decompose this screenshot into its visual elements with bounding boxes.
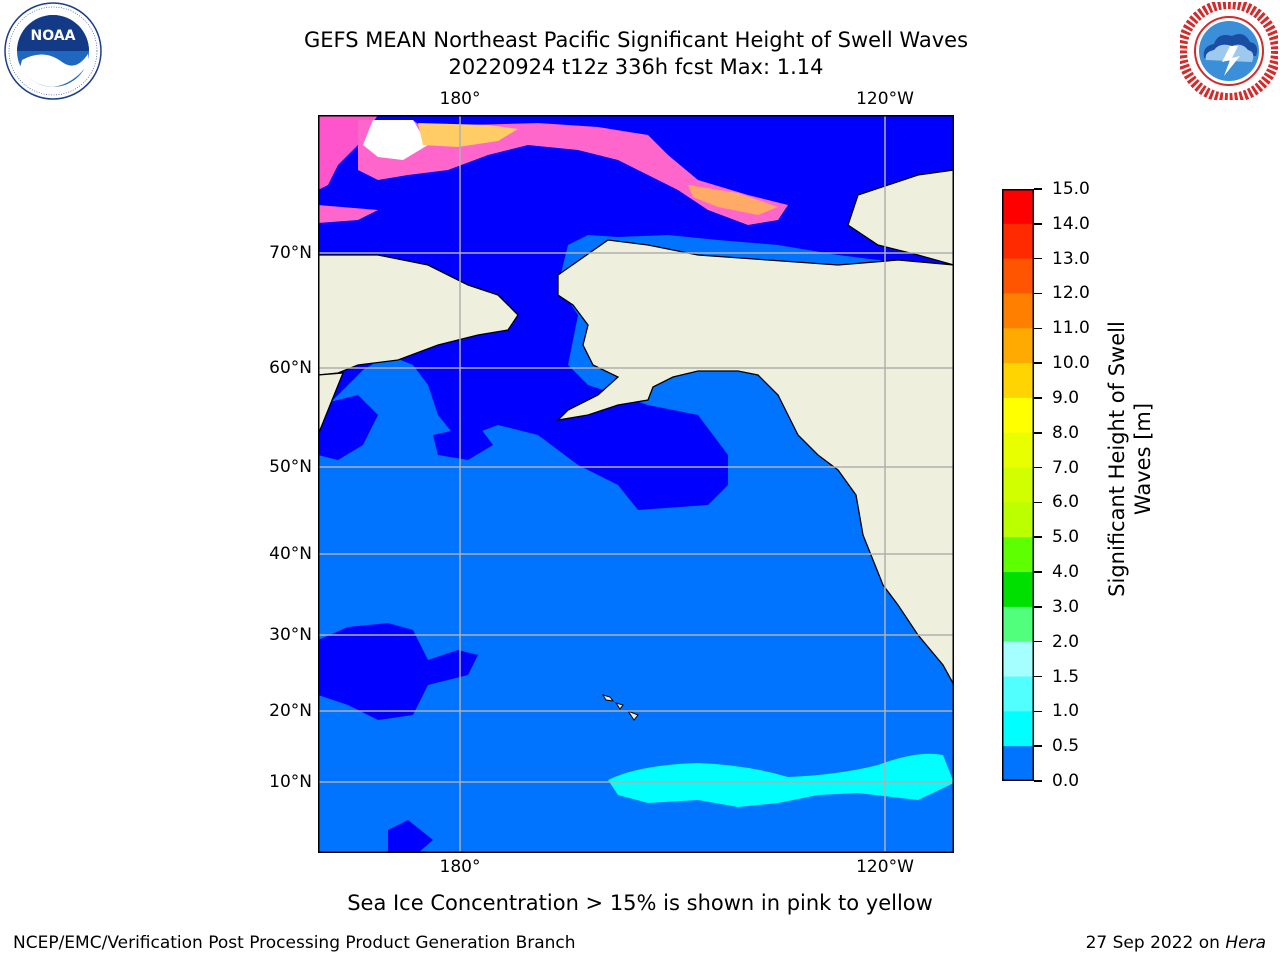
- colorbar-segment: [1002, 293, 1034, 329]
- colorbar-segment: [1002, 572, 1034, 608]
- colorbar-tick-mark: [1034, 536, 1042, 538]
- land-kamchatka: [318, 372, 344, 436]
- colorbar-segment: [1002, 676, 1034, 712]
- colorbar-tick-label: 12.0: [1052, 283, 1090, 304]
- colorbar-tick-label: 11.0: [1052, 318, 1090, 339]
- colorbar-tick-label: 1.5: [1052, 666, 1080, 687]
- chart-subtitle: 20220924 t12z 336h fcst Max: 1.14: [448, 55, 824, 79]
- graticule: [318, 115, 954, 853]
- lat-tick-30n: 30°N: [269, 625, 312, 645]
- ocean-high-tropical: [608, 753, 954, 807]
- colorbar-tick-label: 15.0: [1052, 179, 1090, 199]
- chart-title: GEFS MEAN Northeast Pacific Significant …: [303, 28, 969, 52]
- footer-machine: Hera: [1225, 933, 1266, 953]
- colorbar-segment: [1002, 432, 1034, 469]
- colorbar-segment: [1002, 328, 1034, 364]
- colorbar-tick-label: 8.0: [1052, 422, 1080, 443]
- lon-tick-bottom-180: 180°: [439, 857, 481, 877]
- sea-ice-core: [363, 120, 428, 160]
- footer-date: 27 Sep 2022 on Hera: [1086, 933, 1266, 953]
- colorbar-segment: [1002, 502, 1034, 538]
- colorbar-tick-label: 0.5: [1052, 736, 1080, 757]
- land-siberia: [318, 254, 519, 376]
- colorbar-segment: [1002, 258, 1034, 294]
- lon-tick-bottom-120w: 120°W: [856, 857, 914, 877]
- colorbar-tick-mark: [1034, 292, 1042, 295]
- lon-tick-top-120w: 120°W: [856, 89, 914, 109]
- lat-tick-10n: 10°N: [269, 772, 312, 792]
- lat-tick-50n: 50°N: [269, 457, 312, 477]
- colorbar-tick-mark: [1034, 188, 1042, 190]
- colorbar-tick-label: 5.0: [1052, 527, 1080, 548]
- colorbar-tick-mark: [1034, 710, 1042, 713]
- colorbar-tick-label: 10.0: [1052, 353, 1090, 374]
- colorbar-tick-mark: [1034, 606, 1042, 608]
- colorbar-segment: [1002, 363, 1034, 399]
- sea-ice-caption: Sea Ice Concentration > 15% is shown in …: [347, 891, 933, 915]
- colorbar-segment: [1002, 189, 1034, 225]
- colorbar-tick-label: 0.0: [1052, 771, 1080, 791]
- colorbar-label-line1: Significant Height of Swell: [1105, 321, 1129, 597]
- colorbar-tick-mark: [1034, 223, 1042, 225]
- colorbar-segment: [1002, 223, 1034, 260]
- ocean-low-subtropical: [318, 623, 478, 720]
- noaa-logo-text: NOAA: [31, 28, 76, 44]
- colorbar-tick-mark: [1034, 501, 1042, 504]
- land-hawaii: [601, 694, 639, 721]
- colorbar-segment: [1002, 641, 1034, 678]
- colorbar-tick-label: 7.0: [1052, 457, 1080, 478]
- lon-tick-top-180: 180°: [439, 89, 481, 109]
- colorbar-tick-mark: [1034, 362, 1042, 364]
- lat-tick-40n: 40°N: [269, 544, 312, 564]
- colorbar-tick-label: 4.0: [1052, 562, 1080, 583]
- colorbar-label: Significant Height of Swell Waves [m]: [1104, 299, 1156, 619]
- colorbar-tick-mark: [1034, 640, 1042, 643]
- colorbar-tick-label: 6.0: [1052, 492, 1080, 513]
- colorbar-label-line2: Waves [m]: [1131, 402, 1155, 516]
- colorbar-tick-label: 1.0: [1052, 701, 1080, 722]
- lat-tick-20n: 20°N: [269, 701, 312, 721]
- colorbar-segment: [1002, 537, 1034, 573]
- colorbar-tick-label: 9.0: [1052, 387, 1080, 408]
- land-canadian-arctic: [847, 169, 954, 266]
- colorbar-segment: [1002, 606, 1034, 643]
- colorbar-segment: [1002, 711, 1034, 747]
- colorbar-tick-label: 3.0: [1052, 596, 1080, 617]
- lat-tick-60n: 60°N: [269, 358, 312, 378]
- colorbar-tick-mark: [1034, 571, 1042, 573]
- colorbar-tick-mark: [1034, 675, 1042, 678]
- colorbar-tick-label: 14.0: [1052, 213, 1090, 234]
- colorbar-tick-mark: [1034, 780, 1042, 782]
- map-panel: [318, 115, 954, 853]
- colorbar-tick-mark: [1034, 745, 1042, 747]
- nws-logo: [1177, 0, 1280, 103]
- colorbar-segment: [1002, 397, 1034, 434]
- colorbar-tick-mark: [1034, 432, 1042, 434]
- colorbar-tick-mark: [1034, 466, 1042, 469]
- colorbar-tick-mark: [1034, 257, 1042, 260]
- colorbar-segment: [1002, 467, 1034, 503]
- colorbar-tick-label: 13.0: [1052, 248, 1090, 269]
- colorbar-segment: [1002, 746, 1034, 781]
- colorbar: [1002, 189, 1034, 781]
- colorbar-tick-label: 2.0: [1052, 631, 1080, 652]
- land-north-america: [556, 239, 954, 686]
- lat-tick-70n: 70°N: [269, 243, 312, 263]
- noaa-logo: NOAA: [4, 2, 102, 100]
- colorbar-tick-mark: [1034, 327, 1042, 330]
- ocean-low-arctic: [318, 115, 954, 510]
- colorbar-tick-mark: [1034, 397, 1042, 399]
- footer-credit: NCEP/EMC/Verification Post Processing Pr…: [13, 933, 576, 953]
- footer-date-text: 27 Sep 2022 on: [1085, 933, 1226, 953]
